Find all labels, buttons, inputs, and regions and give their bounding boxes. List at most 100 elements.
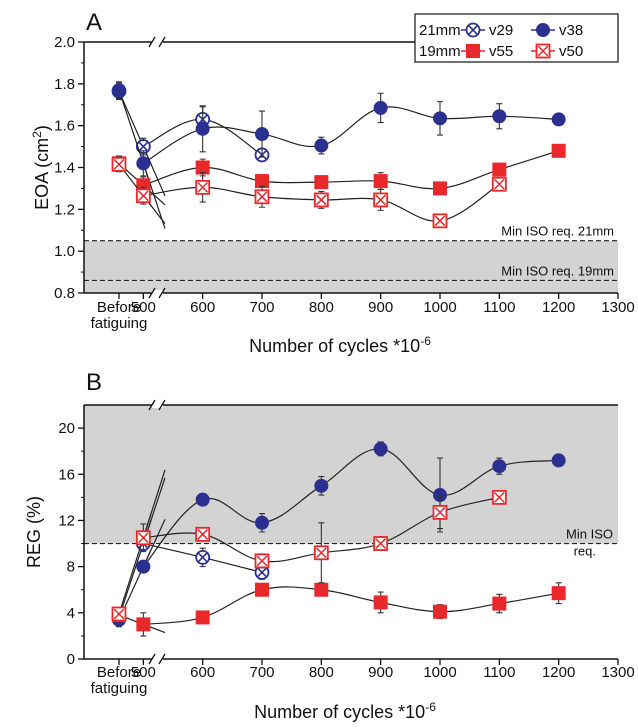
data-point [255,127,269,142]
x-axis-title-text: Number of cycles *10 [249,336,420,356]
y-tick-label: 1.0 [54,243,75,260]
data-point [492,459,507,474]
reference-line-label: req. [574,544,596,559]
data-point [195,610,210,625]
y-tick-label: 2.0 [54,34,75,51]
data-point [313,192,329,208]
data-point [136,617,151,632]
series-v38 [112,441,566,628]
data-point [112,83,126,98]
legend-marker [535,43,551,59]
data-point [135,188,151,204]
x-tick-label: 1200 [542,299,575,316]
x-tick-label: 900 [368,299,393,316]
panel-label: B [86,369,102,396]
data-point [195,526,211,542]
axis-break-gap [152,402,163,408]
y-axis-title: EOA (cm2) [30,125,52,210]
y-axis-title: REG (%) [24,496,44,568]
axis-break-mark [148,36,166,48]
data-point [373,536,389,551]
axis-break-mark [148,287,166,299]
axis-break-mark [148,653,166,665]
x-tick-label-before: fatiguing [91,680,148,697]
data-point [255,582,269,597]
x-axis-title-sup: -6 [425,700,436,714]
data-point [136,559,151,574]
axis-break-gap [152,656,163,662]
data-point [135,530,151,546]
series-connector [142,163,166,229]
series-connector [142,146,166,197]
x-tick-label: 800 [309,299,334,316]
y-tick-label: 1.6 [54,118,75,135]
data-point [255,515,269,530]
legend-group-label: 19mm [419,43,461,60]
data-point [195,550,211,565]
data-point [551,143,566,158]
y-tick-label: 12 [58,512,75,529]
x-tick-label: 700 [249,664,274,681]
data-point [551,586,566,601]
data-point [314,175,329,190]
shaded-region [84,240,618,293]
y-tick-label: 0 [67,651,75,668]
x-tick-label: 1300 [601,299,634,316]
x-tick-label: 1200 [542,664,575,681]
data-point [195,179,211,195]
axis-break-gap [152,39,163,45]
x-tick-label: 500 [131,664,156,681]
legend: 21mm 19mm v29 v38 v55 v50 [414,13,619,63]
x-tick-label-before: Before [97,299,141,316]
data-point [313,545,329,561]
x-tick-label: 600 [190,664,215,681]
y-tick-label: 8 [67,559,75,576]
data-point [314,478,329,493]
x-tick-label: 500 [131,299,156,316]
legend-marker [465,22,481,38]
data-point [136,156,151,171]
x-tick-label: 700 [249,299,274,316]
y-axis-title-sup: 2 [30,131,44,138]
data-point [195,121,210,136]
x-tick-label: 1300 [601,664,634,681]
x-tick-label: 1000 [423,664,456,681]
data-point [491,176,507,192]
y-axis-title-text: REG (%) [24,496,44,568]
series-v55 [112,582,566,637]
x-tick-label: 900 [368,664,393,681]
data-point [433,181,447,196]
y-tick-label: 1.2 [54,201,75,218]
x-tick-label-before: Before [97,664,141,681]
data-point [551,112,566,127]
data-point [254,189,270,205]
y-tick-label: 1.8 [54,76,75,93]
y-tick-label: 16 [58,466,75,483]
legend-box [414,13,619,63]
series-v50 [111,469,507,622]
x-axis-title-text: Number of cycles *10 [254,702,425,722]
data-point [111,606,127,622]
legend-entry-label: v50 [559,43,583,60]
axis-break-mark [148,399,166,411]
y-tick-label: 4 [67,605,75,622]
data-point [432,504,448,520]
x-tick-label: 1100 [483,664,515,681]
data-point [373,100,388,115]
x-tick-label: 600 [190,299,215,316]
legend-marker [536,23,550,37]
panel-label: A [86,9,102,36]
x-axis-title-sup: -6 [420,334,431,348]
data-point [255,174,269,189]
x-tick-label: 1000 [423,299,456,316]
series-v55 [112,143,566,206]
legend-marker [466,44,480,58]
x-tick-label: 1100 [483,299,515,316]
data-point [195,160,210,175]
data-point [373,595,388,610]
series-v50 [111,156,507,229]
data-point [254,553,270,569]
x-tick-label: 800 [309,664,334,681]
